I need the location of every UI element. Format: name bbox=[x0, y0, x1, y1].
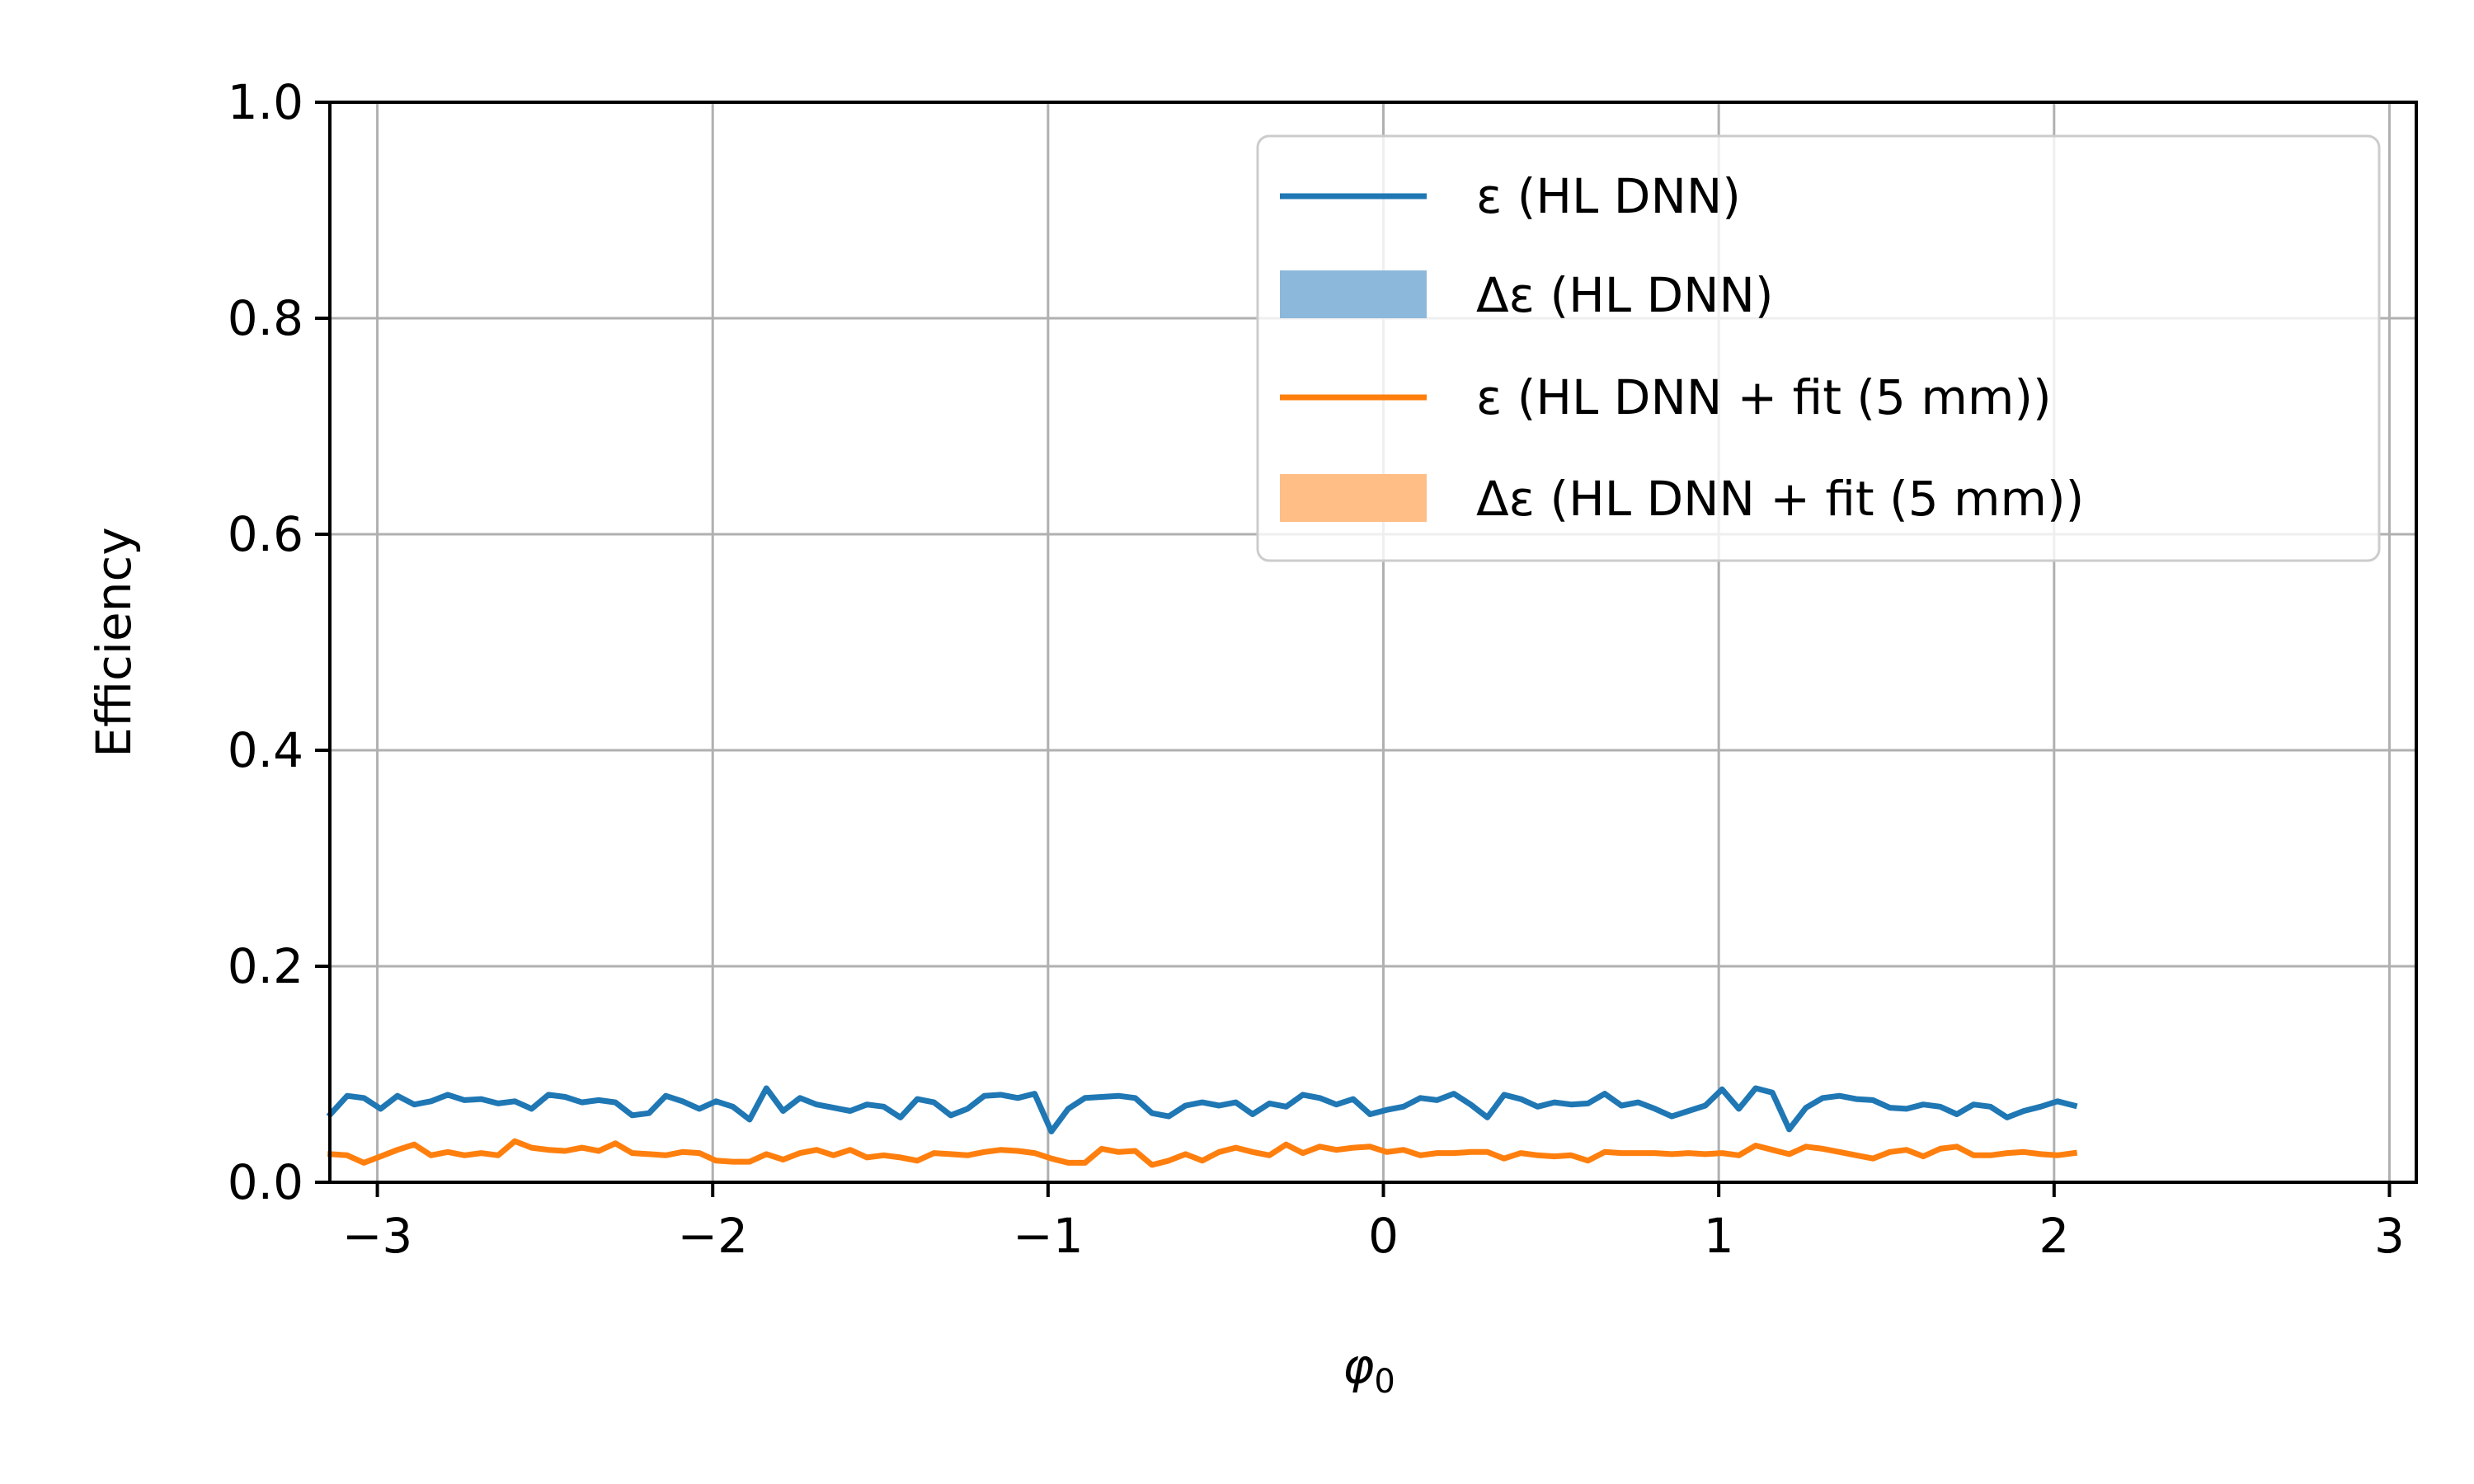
legend-label-deff-hl-dnn: Δε (HL DNN) bbox=[1476, 267, 1774, 323]
legend-label-eff-hl-dnn: ε (HL DNN) bbox=[1476, 168, 1741, 224]
x-tick-label: −2 bbox=[677, 1208, 748, 1264]
x-axis-label: φ0 bbox=[1343, 1338, 1395, 1401]
y-tick-label: 1.0 bbox=[228, 74, 303, 130]
legend-swatch-deff-hl-dnn bbox=[1280, 270, 1427, 318]
y-tick-label: 0.4 bbox=[228, 722, 303, 778]
x-tick-label: 0 bbox=[1368, 1208, 1399, 1264]
legend-label-deff-hl-dnn-fit: Δε (HL DNN + fit (5 mm)) bbox=[1476, 471, 2084, 527]
y-tick-label: 0.6 bbox=[228, 506, 303, 562]
x-tick-label: 3 bbox=[2374, 1208, 2405, 1264]
x-axis-ticks: −3 −2 −1 0 1 2 3 bbox=[342, 1182, 2405, 1264]
y-axis-label: Efficiency bbox=[86, 527, 142, 757]
y-tick-label: 0.0 bbox=[228, 1154, 303, 1210]
series-lines bbox=[326, 1085, 2078, 1168]
series-line-2 bbox=[327, 1138, 2078, 1168]
y-tick-label: 0.8 bbox=[228, 290, 303, 346]
x-tick-label: −3 bbox=[342, 1208, 413, 1264]
y-axis-ticks: 0.0 0.2 0.4 0.6 0.8 1.0 bbox=[228, 74, 330, 1210]
x-tick-label: −1 bbox=[1013, 1208, 1084, 1264]
legend-label-eff-hl-dnn-fit: ε (HL DNN + fit (5 mm)) bbox=[1476, 369, 2052, 425]
x-tick-label: 2 bbox=[2039, 1208, 2069, 1264]
legend-frame bbox=[1256, 134, 2381, 562]
legend-swatch-deff-hl-dnn-fit bbox=[1280, 474, 1427, 522]
x-tick-label: 1 bbox=[1704, 1208, 1734, 1264]
plot-frame bbox=[328, 101, 2418, 1184]
legend: ε (HL DNN) Δε (HL DNN) ε (HL DNN + fit (… bbox=[1256, 134, 2381, 562]
y-tick-label: 0.2 bbox=[228, 938, 303, 994]
series-line-0 bbox=[326, 1085, 2078, 1134]
